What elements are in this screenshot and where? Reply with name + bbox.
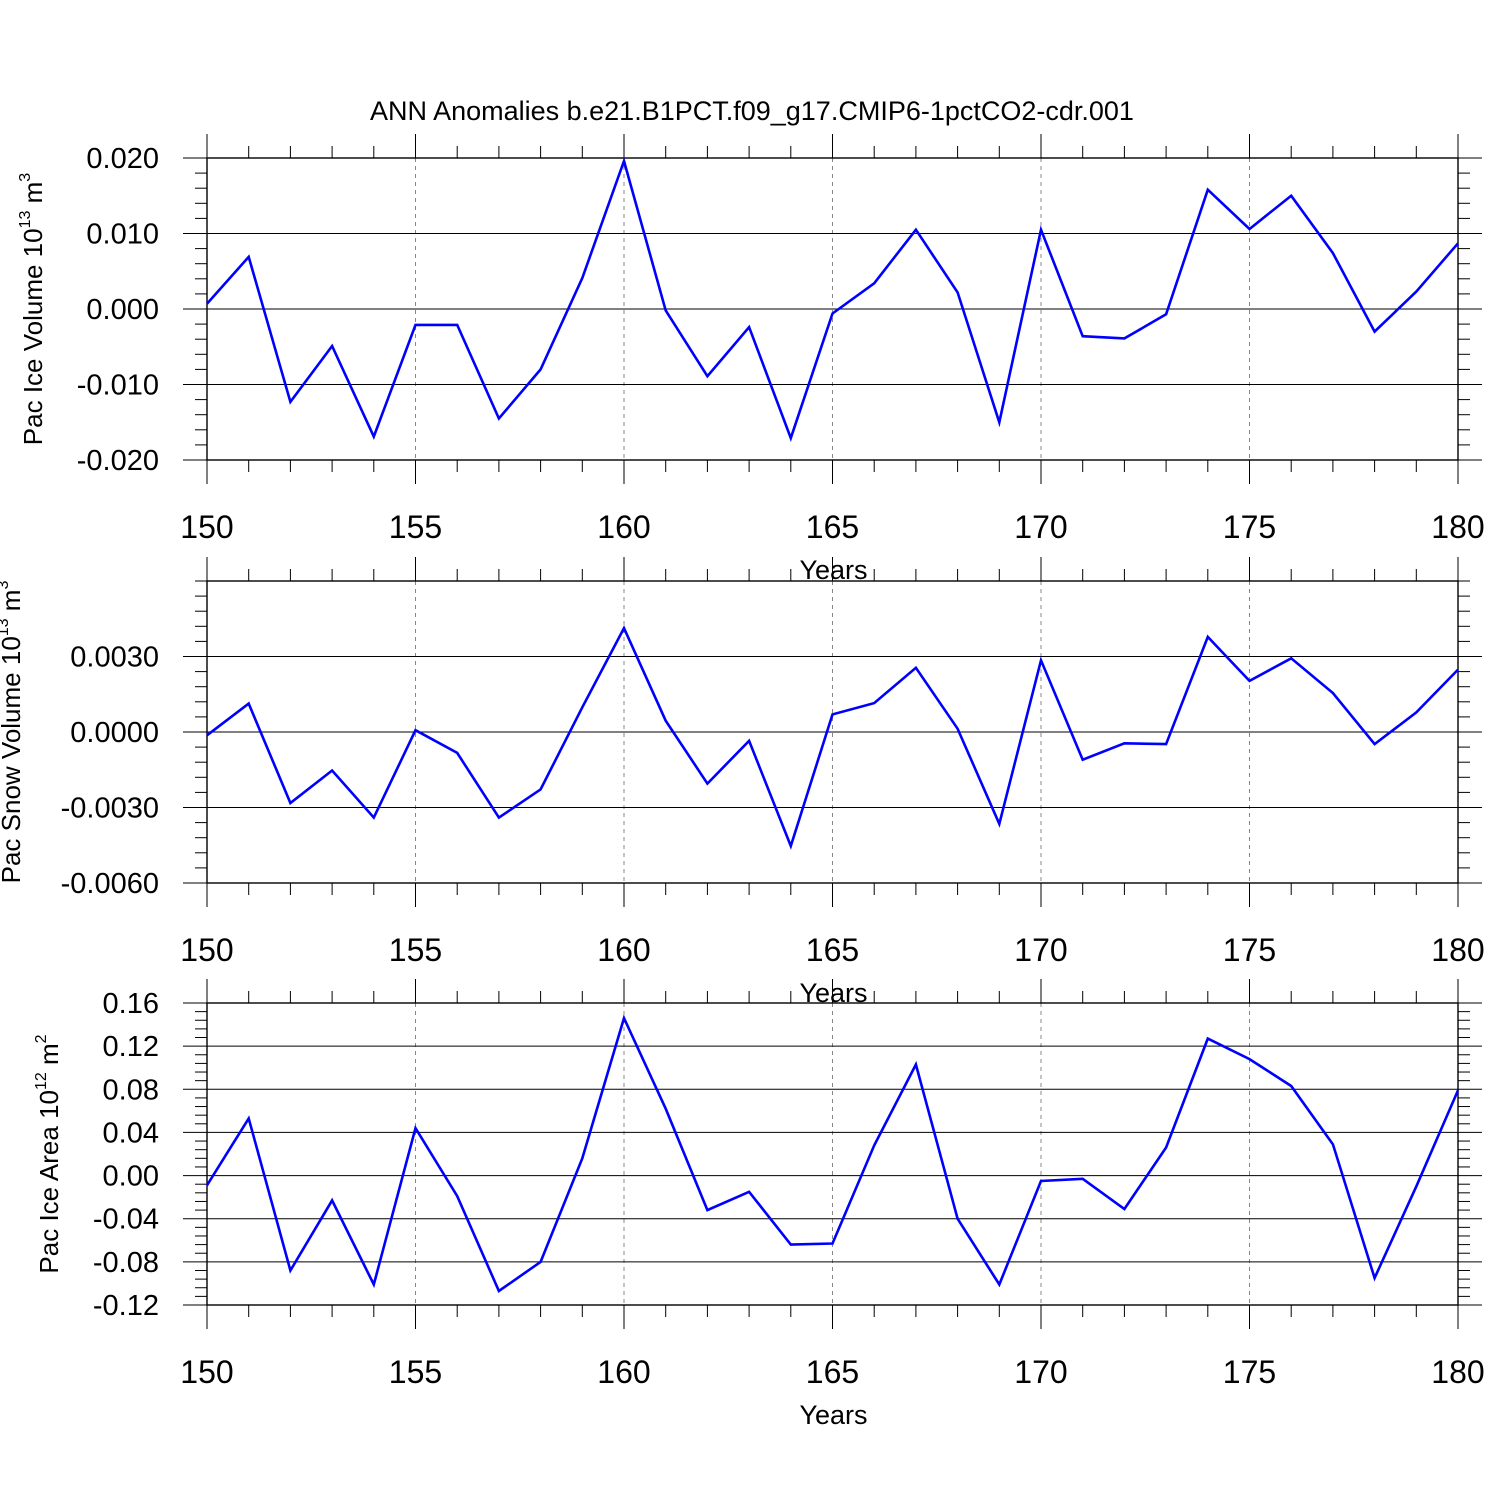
x-tick-label: 155 (389, 1354, 442, 1390)
x-axis-label: Years (799, 555, 867, 585)
y-tick-label: -0.04 (93, 1204, 159, 1236)
x-tick-label: 150 (180, 932, 233, 968)
y-tick-label: 0.010 (86, 219, 159, 251)
y-tick-label: 0.0000 (70, 717, 159, 749)
y-tick-label: -0.12 (93, 1290, 159, 1322)
y-axis-label: Pac Ice Area 1012 m2 (33, 1034, 64, 1273)
y-tick-label: -0.0060 (61, 868, 159, 900)
y-tick-label: 0.00 (103, 1161, 159, 1193)
y-tick-label: -0.010 (77, 370, 159, 402)
x-tick-label: 180 (1431, 1354, 1484, 1390)
x-tick-label: 165 (806, 509, 859, 545)
y-axis-label: Pac Ice Volume 1013 m3 (17, 173, 48, 446)
x-axis-label: Years (799, 1400, 867, 1430)
x-tick-label: 180 (1431, 932, 1484, 968)
x-tick-label: 160 (597, 509, 650, 545)
x-tick-label: 170 (1014, 509, 1067, 545)
y-tick-label: 0.08 (103, 1074, 159, 1106)
chart-panel-1: -0.020 -0.010 0.000 0.010 0.020 150 155 160 165 1… (17, 134, 1485, 585)
chart-panel-2: -0.0060 -0.0030 0.0000 0.0030 150 155 160 165 17… (0, 557, 1485, 1008)
y-tick-label: -0.0030 (61, 793, 159, 825)
y-tick-label: -0.020 (77, 445, 159, 477)
x-tick-label: 160 (597, 1354, 650, 1390)
x-tick-label: 150 (180, 509, 233, 545)
x-tick-label: 175 (1223, 1354, 1276, 1390)
x-tick-label: 175 (1223, 932, 1276, 968)
y-tick-label: -0.08 (93, 1247, 159, 1279)
x-tick-label: 155 (389, 509, 442, 545)
y-tick-label: 0.000 (86, 294, 159, 326)
y-tick-label: 0.0030 (70, 642, 159, 674)
y-tick-label: 0.020 (86, 143, 159, 175)
series-line (206, 156, 1459, 442)
y-tick-label: 0.12 (103, 1031, 159, 1063)
series-line (206, 625, 1459, 850)
x-tick-label: 170 (1014, 932, 1067, 968)
x-tick-label: 165 (806, 1354, 859, 1390)
chart-title: ANN Anomalies b.e21.B1PCT.f09_g17.CMIP6-… (370, 96, 1134, 126)
y-tick-label: 0.04 (103, 1117, 159, 1149)
x-tick-label: 175 (1223, 509, 1276, 545)
x-tick-label: 170 (1014, 1354, 1067, 1390)
x-tick-label: 160 (597, 932, 650, 968)
chart-panel-3: -0.12 -0.08 -0.04 0.00 0.04 0.08 0.12 0.16 150 15… (33, 979, 1485, 1430)
series-line (205, 1014, 1460, 1293)
x-tick-label: 150 (180, 1354, 233, 1390)
x-tick-label: 180 (1431, 509, 1484, 545)
y-tick-label: 0.16 (103, 988, 159, 1020)
x-tick-label: 155 (389, 932, 442, 968)
y-axis-label: Pac Snow Volume 1013 m3 (0, 581, 26, 884)
x-tick-label: 165 (806, 932, 859, 968)
